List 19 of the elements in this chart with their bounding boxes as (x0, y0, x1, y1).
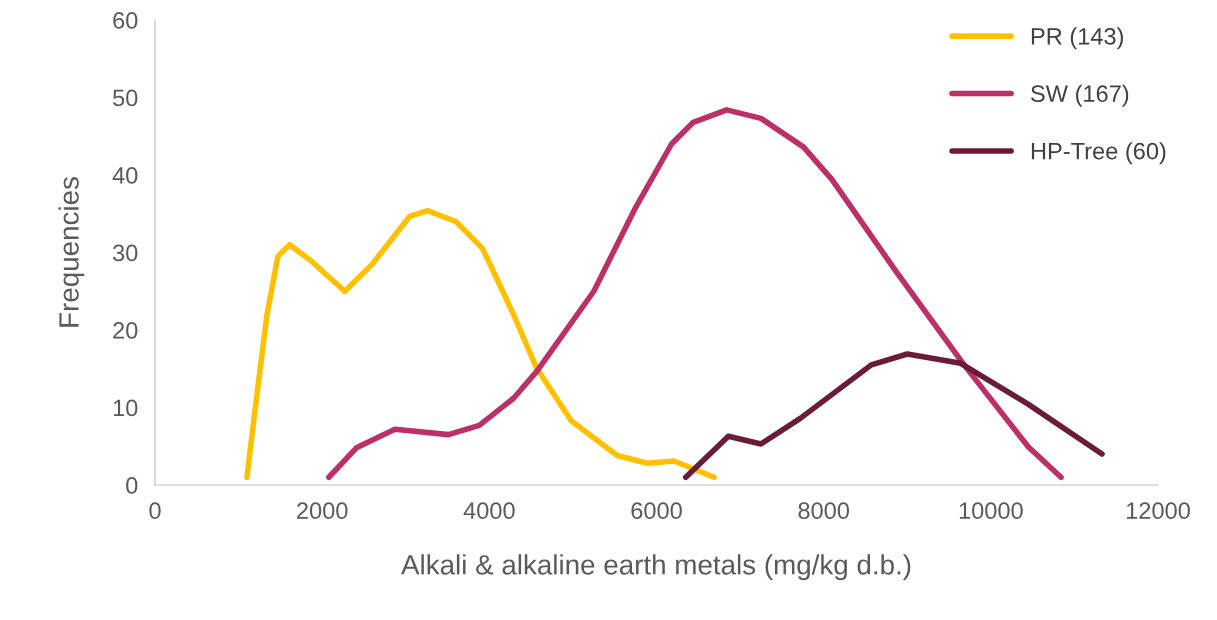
y-tick-label: 30 (112, 244, 138, 262)
y-tick-label: 0 (126, 477, 138, 494)
legend-label: HP-Tree (60) (1031, 142, 1166, 165)
y-tick-label: 50 (113, 89, 138, 107)
x-tick-label: 4000 (463, 502, 515, 520)
legend-label: PR (143) (1031, 27, 1123, 50)
y-tick-label: 40 (112, 167, 138, 184)
x-tick-label: 12000 (1126, 502, 1190, 520)
y-tick-label: 20 (113, 322, 138, 339)
y-tick-label: 10 (113, 399, 138, 417)
y-axis-title: Frequencies (58, 177, 85, 327)
x-tick-label: 2000 (297, 502, 348, 520)
x-tick-label: 0 (149, 502, 161, 520)
y-tick-label: 60 (113, 12, 138, 29)
x-tick-label: 8000 (798, 502, 850, 520)
x-axis-title: Alkali & alkaline earth metals (mg/kg d.b.) (401, 554, 911, 581)
x-tick-label: 10000 (959, 502, 1023, 520)
x-tick-label: 6000 (631, 502, 682, 520)
legend-label: SW (167) (1031, 84, 1129, 107)
